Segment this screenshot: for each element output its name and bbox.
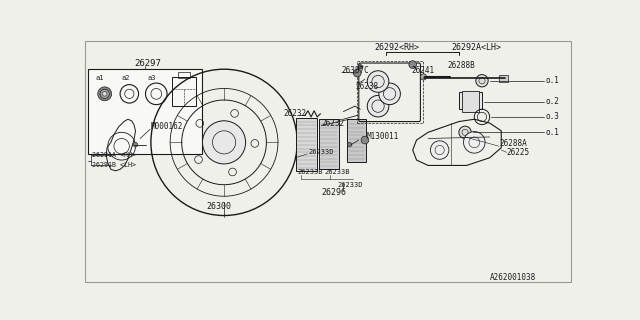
Text: 26241: 26241	[411, 66, 435, 75]
Circle shape	[431, 141, 449, 159]
Text: o.1: o.1	[546, 76, 560, 85]
Text: o.1: o.1	[546, 128, 560, 137]
Circle shape	[367, 71, 389, 92]
Circle shape	[409, 61, 417, 68]
Text: 26300: 26300	[206, 202, 231, 211]
Text: 26296: 26296	[322, 188, 347, 197]
Text: a2: a2	[122, 76, 130, 81]
Text: o.3: o.3	[546, 112, 560, 121]
Text: 26291A <RH>: 26291A <RH>	[92, 152, 136, 158]
Text: 26232: 26232	[322, 119, 345, 128]
Text: A262001038: A262001038	[490, 273, 536, 282]
Bar	[88, 69, 202, 154]
Text: 26292A<LH>: 26292A<LH>	[451, 43, 501, 52]
Circle shape	[348, 142, 352, 147]
Text: 26387C: 26387C	[342, 66, 370, 75]
Circle shape	[353, 69, 361, 77]
Text: 26292<RH>: 26292<RH>	[374, 43, 419, 52]
Text: 26288B: 26288B	[447, 61, 475, 70]
Bar	[319, 119, 339, 169]
Bar	[499, 75, 508, 82]
Bar	[459, 92, 482, 109]
Bar	[357, 61, 422, 123]
Text: 26291B <LH>: 26291B <LH>	[92, 163, 136, 168]
Text: M130011: M130011	[367, 132, 399, 141]
Text: M000162: M000162	[151, 123, 183, 132]
Text: 26238: 26238	[355, 82, 378, 91]
Text: 26233D: 26233D	[337, 182, 363, 188]
Circle shape	[358, 65, 363, 69]
Text: a1: a1	[95, 76, 104, 81]
Bar	[348, 119, 365, 162]
Circle shape	[101, 90, 109, 98]
Circle shape	[202, 121, 246, 164]
Text: 26297: 26297	[134, 59, 161, 68]
Circle shape	[459, 126, 471, 139]
Circle shape	[133, 142, 138, 147]
Bar	[462, 91, 479, 112]
Circle shape	[367, 95, 389, 117]
Text: 26225: 26225	[507, 148, 530, 157]
Circle shape	[361, 136, 369, 144]
Text: 26232: 26232	[284, 109, 307, 118]
Text: 26233B: 26233B	[297, 169, 323, 175]
Bar	[296, 118, 317, 171]
Circle shape	[420, 74, 427, 80]
Circle shape	[476, 75, 488, 87]
Bar	[172, 77, 196, 106]
Circle shape	[98, 87, 111, 101]
Circle shape	[463, 132, 485, 153]
Text: 26233B: 26233B	[324, 169, 349, 175]
Text: 26233D: 26233D	[308, 148, 334, 155]
Text: o.2: o.2	[546, 97, 560, 106]
Text: a3: a3	[147, 76, 156, 81]
Circle shape	[100, 89, 109, 99]
Circle shape	[379, 83, 401, 105]
Circle shape	[102, 92, 107, 96]
Text: 26288A: 26288A	[500, 140, 527, 148]
Bar	[178, 72, 190, 78]
